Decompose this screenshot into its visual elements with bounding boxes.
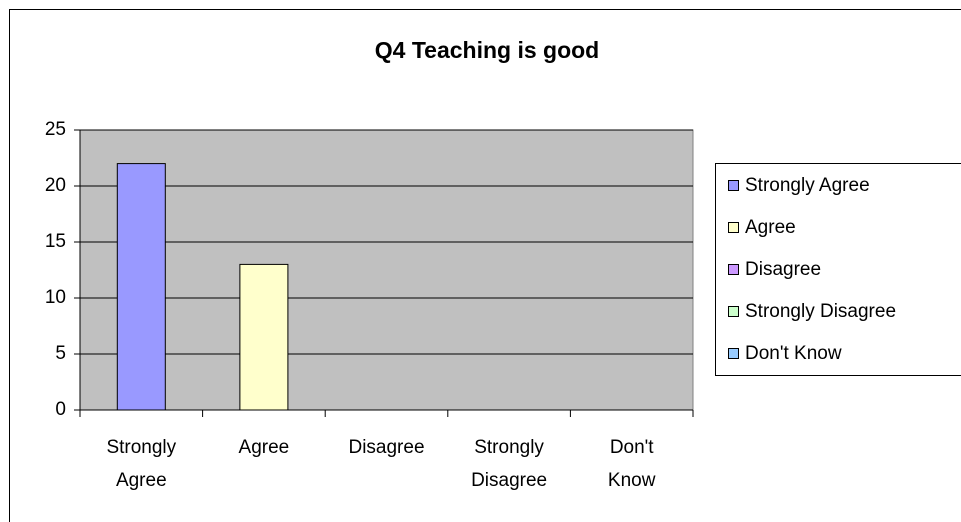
legend-swatch [728, 180, 739, 191]
x-tick-label: Agree [239, 437, 290, 458]
legend-swatch [728, 348, 739, 359]
x-tick-label: Disagree [348, 437, 424, 458]
legend [715, 163, 961, 376]
x-tick-label: Strongly Agree [106, 437, 176, 491]
legend-label: Disagree [745, 259, 821, 280]
legend-label: Don't Know [745, 343, 842, 364]
chart-title: Q4 Teaching is good [375, 37, 600, 63]
y-tick-label: 10 [45, 287, 66, 308]
legend-label: Strongly Disagree [745, 301, 896, 322]
plot-area [79, 129, 694, 411]
y-tick-label: 5 [55, 343, 66, 364]
bar [116, 163, 166, 411]
y-tick-label: 25 [45, 119, 66, 140]
y-tick-label: 20 [45, 175, 66, 196]
bar [239, 263, 289, 411]
legend-label: Strongly Agree [745, 175, 870, 196]
y-tick-label: 0 [55, 399, 66, 420]
legend-swatch [728, 264, 739, 275]
legend-label: Agree [745, 217, 796, 238]
x-tick-label: Strongly Disagree [471, 437, 547, 491]
y-tick-label: 15 [45, 231, 66, 252]
x-tick-label: Don't Know [608, 437, 656, 491]
legend-swatch [728, 306, 739, 317]
legend-swatch [728, 222, 739, 233]
